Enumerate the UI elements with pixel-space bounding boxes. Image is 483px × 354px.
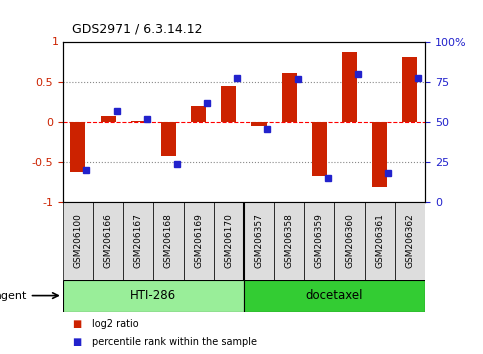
Text: GSM206167: GSM206167 [134,213,143,268]
Text: GSM206168: GSM206168 [164,213,173,268]
Bar [221,86,236,122]
Text: GSM206362: GSM206362 [405,213,414,268]
Text: GSM206361: GSM206361 [375,213,384,268]
Text: ■: ■ [72,337,82,347]
Bar [282,73,297,122]
Text: ■: ■ [72,319,82,329]
Bar [274,202,304,280]
Text: HTI-286: HTI-286 [130,289,176,302]
Bar [252,122,267,126]
Bar [372,122,387,188]
Bar [63,202,93,280]
Bar [342,52,357,122]
Bar [184,202,213,280]
Bar [100,116,115,122]
Bar [334,202,365,280]
Bar [63,280,244,312]
Bar [93,202,123,280]
Text: 1: 1 [52,38,59,47]
Text: GSM206358: GSM206358 [284,213,294,268]
Bar [131,120,146,122]
Text: GSM206360: GSM206360 [345,213,354,268]
Bar [191,106,206,122]
Bar [123,202,154,280]
Bar [161,122,176,155]
Bar [244,280,425,312]
Text: log2 ratio: log2 ratio [92,319,139,329]
Bar [402,57,417,122]
Bar [213,202,244,280]
Bar [244,202,274,280]
Text: GSM206357: GSM206357 [255,213,264,268]
Text: GSM206169: GSM206169 [194,213,203,268]
Text: docetaxel: docetaxel [306,289,363,302]
Text: GSM206100: GSM206100 [73,213,83,268]
Bar [304,202,334,280]
Text: GSM206166: GSM206166 [103,213,113,268]
Bar [365,202,395,280]
Text: GDS2971 / 6.3.14.12: GDS2971 / 6.3.14.12 [72,22,203,35]
Text: GSM206359: GSM206359 [315,213,324,268]
Bar [71,122,85,171]
Bar [154,202,184,280]
Bar [312,122,327,176]
Text: GSM206170: GSM206170 [224,213,233,268]
Bar [395,202,425,280]
Text: percentile rank within the sample: percentile rank within the sample [92,337,257,347]
Text: agent: agent [0,291,27,301]
